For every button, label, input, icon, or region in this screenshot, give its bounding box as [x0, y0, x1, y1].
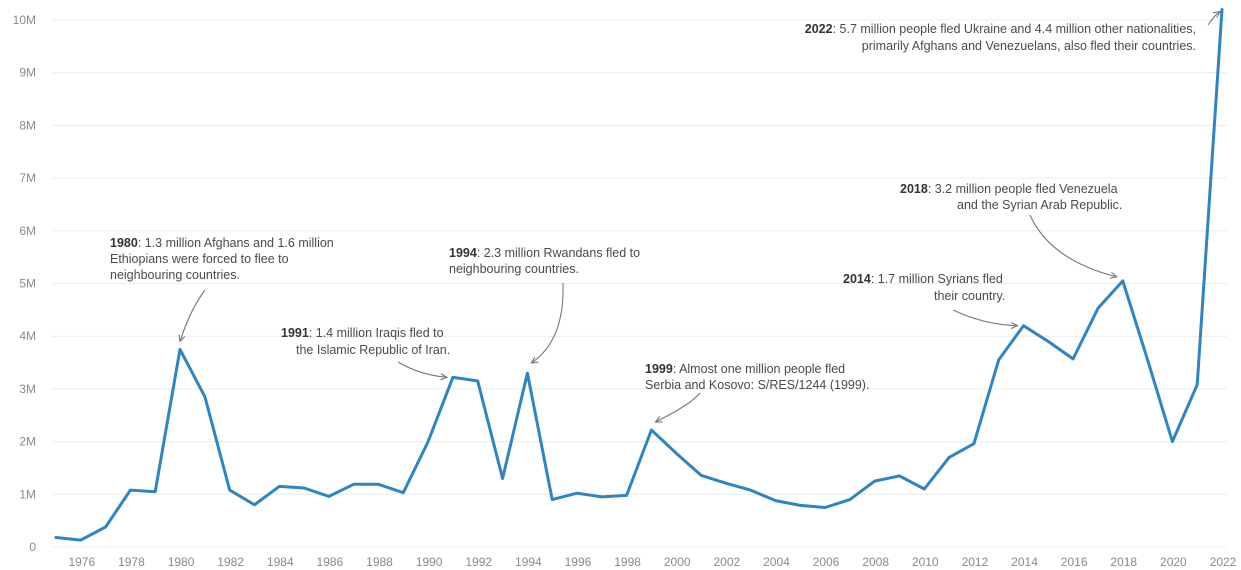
annotation-2014-line-2: their country. — [934, 289, 1005, 303]
series-line — [54, 8, 1224, 542]
svg-text:1991: 1.4 million Iraqis fled: 1991: 1.4 million Iraqis fled to — [281, 326, 444, 340]
annotation-2014: 2014: 1.7 million Syrians fled their cou… — [843, 272, 1005, 303]
x-tick-label: 1994 — [515, 555, 542, 569]
annotation-2022-line-2: primarily Afghans and Venezuelans, also … — [862, 39, 1196, 53]
x-tick-label: 1978 — [118, 555, 145, 569]
arrow-head — [1010, 321, 1019, 330]
arrow-head — [178, 334, 186, 343]
arrow-head — [440, 373, 449, 381]
y-tick-label: 0 — [29, 540, 36, 554]
annotation-1999: 1999: Almost one million people fled Ser… — [645, 362, 869, 392]
annotation-1999-year: 1999 — [645, 362, 673, 376]
annotation-2018: 2018: 3.2 million people fled Venezuela … — [900, 182, 1122, 212]
annotation-2018-year: 2018 — [900, 182, 928, 196]
y-tick-label: 10M — [13, 13, 36, 27]
x-axis-ticks: 1976 1978 1980 1982 1984 1986 1988 1990 1992 1994… — [68, 555, 1236, 569]
svg-text:2014: 1.7 million Syrians fled: 2014: 1.7 million Syrians fled — [843, 272, 1003, 286]
annotation-2014-text: : 1.7 million Syrians fled — [871, 272, 1003, 286]
annotation-1991: 1991: 1.4 million Iraqis fled to the Isl… — [281, 326, 450, 357]
x-tick-label: 1988 — [366, 555, 393, 569]
x-tick-label: 2002 — [713, 555, 740, 569]
annotation-2022-text: : 5.7 million people fled Ukraine and 4.… — [833, 22, 1196, 36]
y-axis-ticks: 0 1M 2M 3M 4M 5M 6M 7M 8M 9M 10M — [13, 13, 37, 554]
x-tick-label: 2022 — [1210, 555, 1237, 569]
annotation-1980-text: : 1.3 million Afghans and 1.6 million — [138, 236, 334, 250]
annotation-arrow — [1029, 214, 1117, 278]
annotation-2014-year: 2014 — [843, 272, 871, 286]
y-tick-label: 8M — [19, 118, 36, 132]
y-tick-label: 7M — [19, 171, 36, 185]
x-tick-label: 1980 — [168, 555, 195, 569]
x-tick-label: 2018 — [1110, 555, 1137, 569]
x-tick-label: 2020 — [1160, 555, 1187, 569]
annotation-1994-line-2: neighbouring countries. — [449, 262, 579, 276]
x-tick-label: 1992 — [465, 555, 492, 569]
svg-text:2018: 3.2 million people fled: 2018: 3.2 million people fled Venezuela — [900, 182, 1118, 196]
svg-text:1980: 1.3 million Afghans and: 1980: 1.3 million Afghans and 1.6 millio… — [110, 236, 334, 250]
arrow-head — [1213, 10, 1222, 18]
annotation-arrows — [178, 10, 1222, 423]
x-tick-label: 2012 — [962, 555, 989, 569]
x-tick-label: 2016 — [1061, 555, 1088, 569]
annotation-2022: 2022: 5.7 million people fled Ukraine an… — [805, 22, 1196, 53]
annotation-1999-line-2: Serbia and Kosovo: S/RES/1244 (1999). — [645, 378, 869, 392]
x-tick-label: 2010 — [912, 555, 939, 569]
annotation-1994-text: : 2.3 million Rwandans fled to — [477, 246, 640, 260]
annotation-1991-text: : 1.4 million Iraqis fled to — [309, 326, 444, 340]
arrow-head — [1109, 271, 1118, 279]
annotation-1994: 1994: 2.3 million Rwandans fled to neigh… — [449, 246, 640, 276]
annotation-1980-year: 1980 — [110, 236, 138, 250]
gridlines — [52, 19, 1227, 548]
arrow-head — [530, 356, 539, 364]
annotation-2018-line-2: and the Syrian Arab Republic. — [957, 198, 1122, 212]
annotation-1980-line-3: neighbouring countries. — [110, 268, 240, 282]
x-tick-label: 2000 — [664, 555, 691, 569]
y-tick-label: 4M — [19, 329, 36, 343]
x-tick-label: 2014 — [1011, 555, 1038, 569]
x-tick-label: 1986 — [317, 555, 344, 569]
annotation-1991-line-2: the Islamic Republic of Iran. — [296, 343, 450, 357]
annotation-arrow — [952, 309, 1018, 327]
y-tick-label: 5M — [19, 277, 36, 291]
x-tick-label: 1996 — [565, 555, 592, 569]
annotation-arrow — [397, 361, 447, 378]
x-tick-label: 2004 — [763, 555, 790, 569]
annotation-1994-year: 1994 — [449, 246, 477, 260]
annotation-arrow — [179, 289, 206, 342]
x-tick-label: 1982 — [217, 555, 244, 569]
series-layer — [54, 8, 1224, 542]
y-tick-label: 6M — [19, 224, 36, 238]
annotation-1980: 1980: 1.3 million Afghans and 1.6 millio… — [110, 236, 334, 282]
svg-text:1999: Almost one million peopl: 1999: Almost one million people fled — [645, 362, 845, 376]
annotation-2018-text: : 3.2 million people fled Venezuela — [928, 182, 1118, 196]
svg-text:1994: 2.3 million Rwandans fle: 1994: 2.3 million Rwandans fled to — [449, 246, 640, 260]
y-tick-label: 9M — [19, 66, 36, 80]
annotation-arrow — [531, 282, 564, 364]
annotation-arrow — [655, 392, 701, 423]
annotation-1991-year: 1991 — [281, 326, 309, 340]
y-tick-label: 2M — [19, 435, 36, 449]
x-tick-label: 1998 — [614, 555, 641, 569]
y-tick-label: 3M — [19, 382, 36, 396]
annotation-1980-line-2: Ethiopians were forced to flee to — [110, 252, 289, 266]
x-tick-label: 1984 — [267, 555, 294, 569]
y-tick-label: 1M — [19, 487, 36, 501]
x-tick-label: 2006 — [813, 555, 840, 569]
x-tick-label: 2008 — [862, 555, 889, 569]
annotation-arrow — [1207, 11, 1221, 26]
x-tick-label: 1990 — [416, 555, 443, 569]
annotation-2022-year: 2022 — [805, 22, 833, 36]
arrow-head — [654, 416, 663, 423]
svg-text:2022: 5.7 million people fled: 2022: 5.7 million people fled Ukraine an… — [805, 22, 1196, 36]
annotation-1999-text: : Almost one million people fled — [673, 362, 845, 376]
x-tick-label: 1976 — [68, 555, 95, 569]
